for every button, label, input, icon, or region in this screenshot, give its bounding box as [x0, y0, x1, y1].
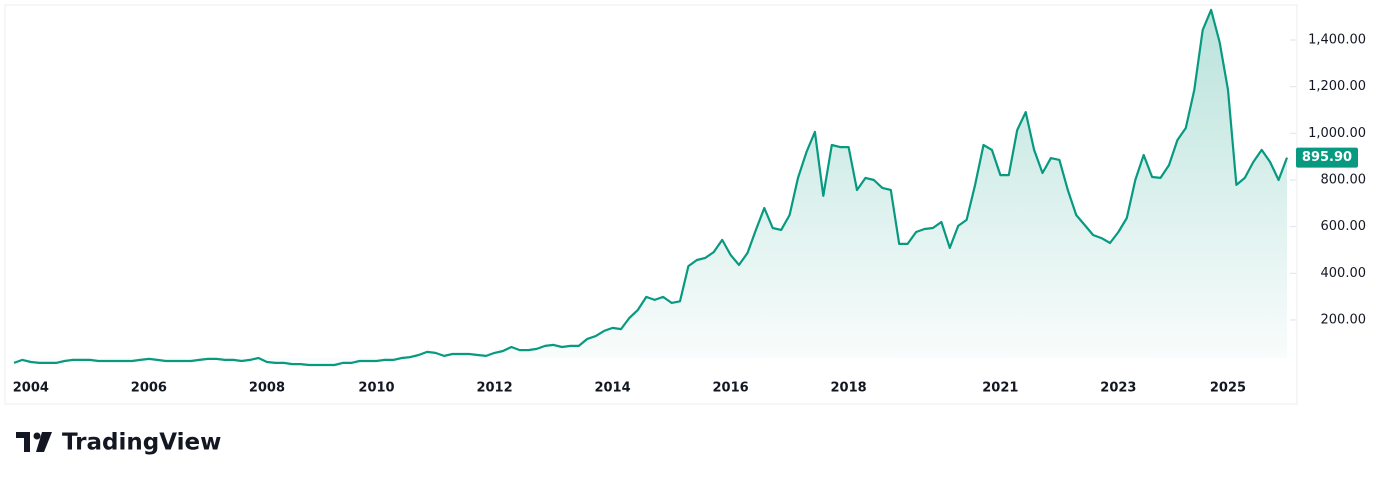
y-tick-label: 1,000.00 [1308, 126, 1366, 141]
x-tick-label: 2010 [358, 381, 394, 396]
brand-name: TradingView [62, 430, 221, 456]
x-tick-label: 2006 [131, 381, 167, 396]
last-price-tag [1296, 147, 1358, 168]
brand-logo [16, 432, 52, 452]
area-fill [14, 9, 1287, 366]
x-tick-label: 2025 [1210, 381, 1246, 396]
last-price-label: 895.90 [1302, 150, 1352, 165]
chart-frame [4, 4, 1298, 405]
y-tick-label: 200.00 [1321, 312, 1367, 327]
x-tick-label: 2023 [1100, 381, 1136, 396]
x-tick-label: 2016 [712, 381, 748, 396]
y-tick-label: 800.00 [1321, 172, 1367, 187]
y-tick-label: 600.00 [1321, 219, 1367, 234]
x-tick-label: 2021 [982, 381, 1018, 396]
x-tick-label: 2018 [831, 381, 867, 396]
y-tick-label: 1,200.00 [1308, 79, 1366, 94]
plot-layer: 200.00 400.00 600.00 800.00 1,000.00 1,200.00… [13, 8, 1367, 396]
y-tick-label: 1,400.00 [1308, 32, 1366, 47]
x-tick-label: 2008 [249, 381, 285, 396]
x-tick-label: 2014 [594, 381, 630, 396]
price-line [13, 8, 1289, 367]
x-tick-label: 2012 [476, 381, 512, 396]
x-tick-label: 2004 [13, 381, 49, 396]
y-tick-label: 400.00 [1321, 266, 1367, 281]
